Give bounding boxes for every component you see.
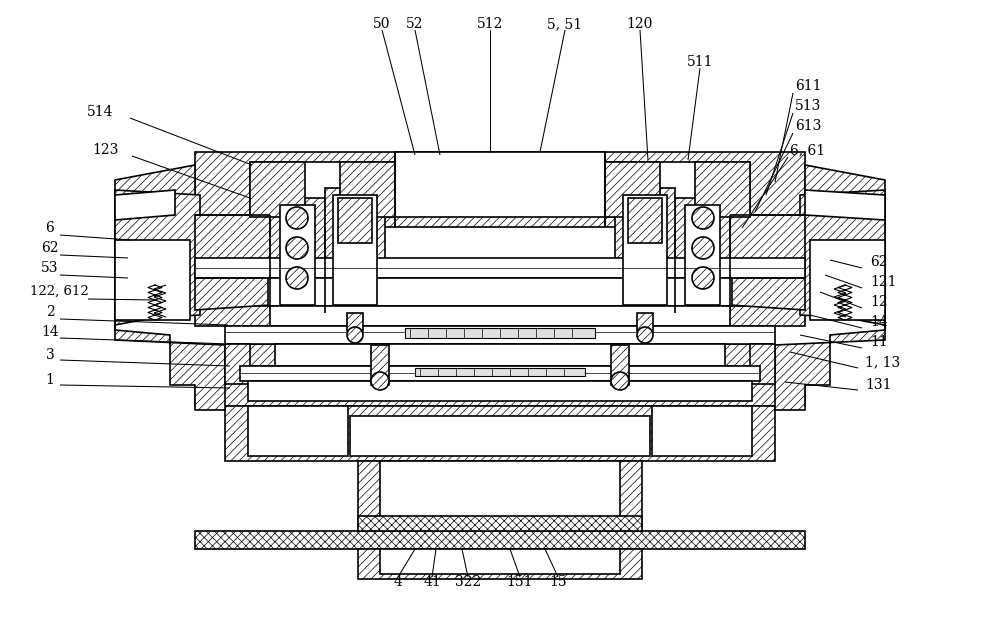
- Bar: [347, 313, 363, 331]
- Bar: [275, 344, 725, 366]
- Text: 122, 612: 122, 612: [30, 285, 89, 298]
- Bar: [225, 344, 250, 384]
- Bar: [195, 152, 805, 227]
- Text: 151: 151: [507, 575, 533, 589]
- Text: 123: 123: [92, 143, 118, 157]
- Bar: [637, 313, 653, 331]
- Bar: [605, 162, 660, 217]
- Bar: [250, 162, 395, 217]
- Circle shape: [637, 327, 653, 343]
- Bar: [358, 516, 642, 531]
- Bar: [225, 406, 775, 461]
- Polygon shape: [730, 215, 805, 310]
- Text: 1, 13: 1, 13: [865, 355, 900, 369]
- Bar: [248, 381, 752, 401]
- Text: 52: 52: [406, 17, 424, 31]
- Bar: [350, 416, 650, 456]
- Text: 6, 61: 6, 61: [790, 143, 825, 157]
- Bar: [270, 306, 730, 326]
- Circle shape: [286, 267, 308, 289]
- Text: 4: 4: [394, 575, 402, 589]
- Bar: [695, 162, 750, 217]
- Text: 513: 513: [795, 99, 821, 113]
- Circle shape: [692, 237, 714, 259]
- Bar: [333, 195, 377, 305]
- Text: 121: 121: [870, 275, 896, 289]
- Bar: [615, 188, 675, 313]
- Text: 613: 613: [795, 119, 821, 133]
- Bar: [248, 406, 348, 456]
- Circle shape: [286, 207, 308, 229]
- Circle shape: [692, 207, 714, 229]
- Text: 5, 51: 5, 51: [547, 17, 583, 31]
- Text: 62: 62: [870, 255, 888, 269]
- Bar: [652, 406, 752, 456]
- Text: 131: 131: [865, 378, 892, 392]
- Bar: [195, 381, 805, 406]
- Circle shape: [611, 372, 629, 390]
- Polygon shape: [805, 190, 885, 220]
- Polygon shape: [775, 190, 885, 410]
- Bar: [358, 549, 642, 579]
- Bar: [415, 368, 585, 376]
- Bar: [405, 328, 595, 338]
- Circle shape: [371, 372, 389, 390]
- Bar: [195, 278, 805, 306]
- Bar: [623, 195, 667, 305]
- Polygon shape: [115, 190, 225, 410]
- Bar: [280, 205, 315, 305]
- Polygon shape: [805, 165, 885, 325]
- Bar: [225, 326, 775, 344]
- Bar: [371, 345, 389, 385]
- Text: 611: 611: [795, 79, 822, 93]
- Bar: [628, 198, 662, 243]
- Circle shape: [347, 327, 363, 343]
- Text: 514: 514: [87, 105, 113, 119]
- Bar: [395, 152, 605, 217]
- Text: 11: 11: [870, 335, 888, 349]
- Circle shape: [286, 237, 308, 259]
- Bar: [611, 345, 629, 385]
- Bar: [240, 366, 760, 381]
- Bar: [195, 531, 805, 549]
- Bar: [115, 240, 190, 320]
- Bar: [195, 306, 805, 326]
- Text: 3: 3: [46, 348, 54, 362]
- Bar: [380, 461, 620, 521]
- Polygon shape: [115, 165, 195, 325]
- Bar: [325, 188, 385, 313]
- Circle shape: [692, 267, 714, 289]
- Text: 41: 41: [423, 575, 441, 589]
- Text: 6: 6: [46, 221, 54, 235]
- Text: 120: 120: [627, 17, 653, 31]
- Text: 62: 62: [41, 241, 59, 255]
- Text: 14: 14: [870, 315, 888, 329]
- Bar: [225, 344, 775, 366]
- Text: 50: 50: [373, 17, 391, 31]
- Text: 512: 512: [477, 17, 503, 31]
- Bar: [195, 258, 805, 278]
- Bar: [380, 549, 620, 574]
- Bar: [675, 198, 730, 313]
- Text: 2: 2: [46, 305, 54, 319]
- Polygon shape: [115, 190, 175, 220]
- Bar: [338, 198, 372, 243]
- Text: 1: 1: [46, 373, 54, 387]
- Bar: [685, 205, 720, 305]
- Bar: [250, 162, 305, 217]
- Bar: [268, 278, 732, 306]
- Bar: [810, 240, 885, 320]
- Bar: [750, 344, 775, 384]
- Text: 15: 15: [549, 575, 567, 589]
- Bar: [340, 162, 395, 217]
- Text: 12: 12: [870, 295, 888, 309]
- Bar: [270, 198, 325, 313]
- Bar: [605, 162, 750, 217]
- Text: 14: 14: [41, 325, 59, 339]
- Text: 53: 53: [41, 261, 59, 275]
- Text: 511: 511: [687, 55, 713, 69]
- Polygon shape: [195, 215, 270, 310]
- Text: 322: 322: [455, 575, 481, 589]
- Bar: [358, 461, 642, 526]
